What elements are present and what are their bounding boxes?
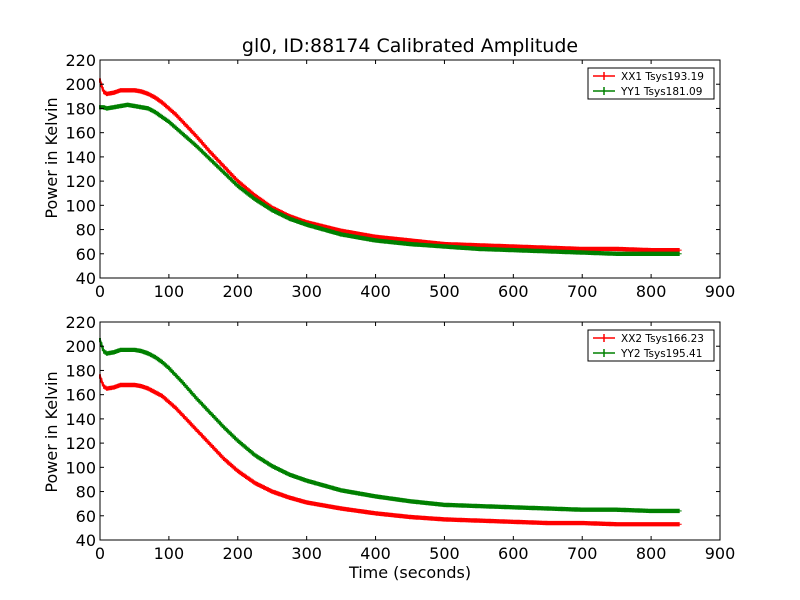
chart-title: gl0, ID:88174 Calibrated Amplitude <box>242 35 578 57</box>
y-tick-label: 120 <box>65 434 96 453</box>
y-tick-label: 40 <box>76 269 96 288</box>
bottom-panel: Power in Kelvin Time (seconds) 0 100 200 30… <box>42 313 735 582</box>
series-line-1 <box>98 376 679 526</box>
legend-box <box>587 329 715 362</box>
x-tick-label: 0 <box>95 282 105 301</box>
series-line-2 <box>98 339 679 512</box>
x-tick-label: 500 <box>429 544 460 563</box>
x-tick-label: 400 <box>360 282 391 301</box>
x-tick-label: 100 <box>154 544 185 563</box>
legend: XX2 Tsys166.23 YY2 Tsys195.41 <box>587 329 715 362</box>
bottom-plot-area: 0 100 200 300 400 500 600 700 800 900 40 60 80 100 120… <box>65 313 735 563</box>
plot-frame <box>99 321 721 541</box>
plot-frame <box>99 59 721 279</box>
y-tick-label: 160 <box>65 124 96 143</box>
legend-label: YY1 Tsys181.09 <box>620 86 702 98</box>
x-tick-label: 400 <box>360 544 391 563</box>
y-tick-label: 220 <box>65 313 96 332</box>
legend-box <box>587 67 715 100</box>
x-tick-label: 600 <box>498 544 529 563</box>
legend-label: XX1 Tsys193.19 <box>621 71 704 83</box>
y-tick-label: 140 <box>65 410 96 429</box>
x-axis-label: Time (seconds) <box>348 563 471 582</box>
x-tick-label: 0 <box>95 544 105 563</box>
y-tick-label: 80 <box>76 221 96 240</box>
y-tick-label: 140 <box>65 148 96 167</box>
y-tick-label: 40 <box>76 531 96 550</box>
x-tick-label: 900 <box>705 282 736 301</box>
y-tick-label: 60 <box>76 245 96 264</box>
y-tick-label: 200 <box>65 75 96 94</box>
y-tick-label: 80 <box>76 483 96 502</box>
x-tick-label: 200 <box>223 282 254 301</box>
y-tick-label: 200 <box>65 337 96 356</box>
y-tick-label: 220 <box>65 51 96 70</box>
x-tick-label: 500 <box>429 282 460 301</box>
y-tick-label: 100 <box>65 458 96 477</box>
x-tick-label: 100 <box>154 282 185 301</box>
top-panel: gl0, ID:88174 Calibrated Amplitude Power… <box>42 35 735 301</box>
x-tick-label: 300 <box>291 282 322 301</box>
y-tick-label: 160 <box>65 386 96 405</box>
legend-label: YY2 Tsys195.41 <box>620 348 702 360</box>
y-tick-label: 180 <box>65 361 96 380</box>
series-line-2 <box>100 103 679 255</box>
x-tick-label: 800 <box>636 544 667 563</box>
y-tick-label: 120 <box>65 172 96 191</box>
x-tick-label: 600 <box>498 282 529 301</box>
x-tick-label: 700 <box>567 544 598 563</box>
y-tick-label: 180 <box>65 99 96 118</box>
y-tick-label: 60 <box>76 507 96 526</box>
top-plot-area: 0 100 200 300 400 500 600 700 800 900 40 60 80 100 120… <box>65 51 735 301</box>
y-tick-label: 100 <box>65 196 96 215</box>
x-tick-label: 200 <box>223 544 254 563</box>
x-tick-label: 700 <box>567 282 598 301</box>
legend-label: XX2 Tsys166.23 <box>621 333 704 345</box>
x-tick-label: 800 <box>636 282 667 301</box>
series-line-1 <box>98 80 679 252</box>
legend: XX1 Tsys193.19 YY1 Tsys181.09 <box>587 67 715 100</box>
x-tick-label: 900 <box>705 544 736 563</box>
bottom-y-axis-label: Power in Kelvin <box>42 371 61 492</box>
top-y-axis-label: Power in Kelvin <box>42 97 61 218</box>
x-tick-label: 300 <box>291 544 322 563</box>
